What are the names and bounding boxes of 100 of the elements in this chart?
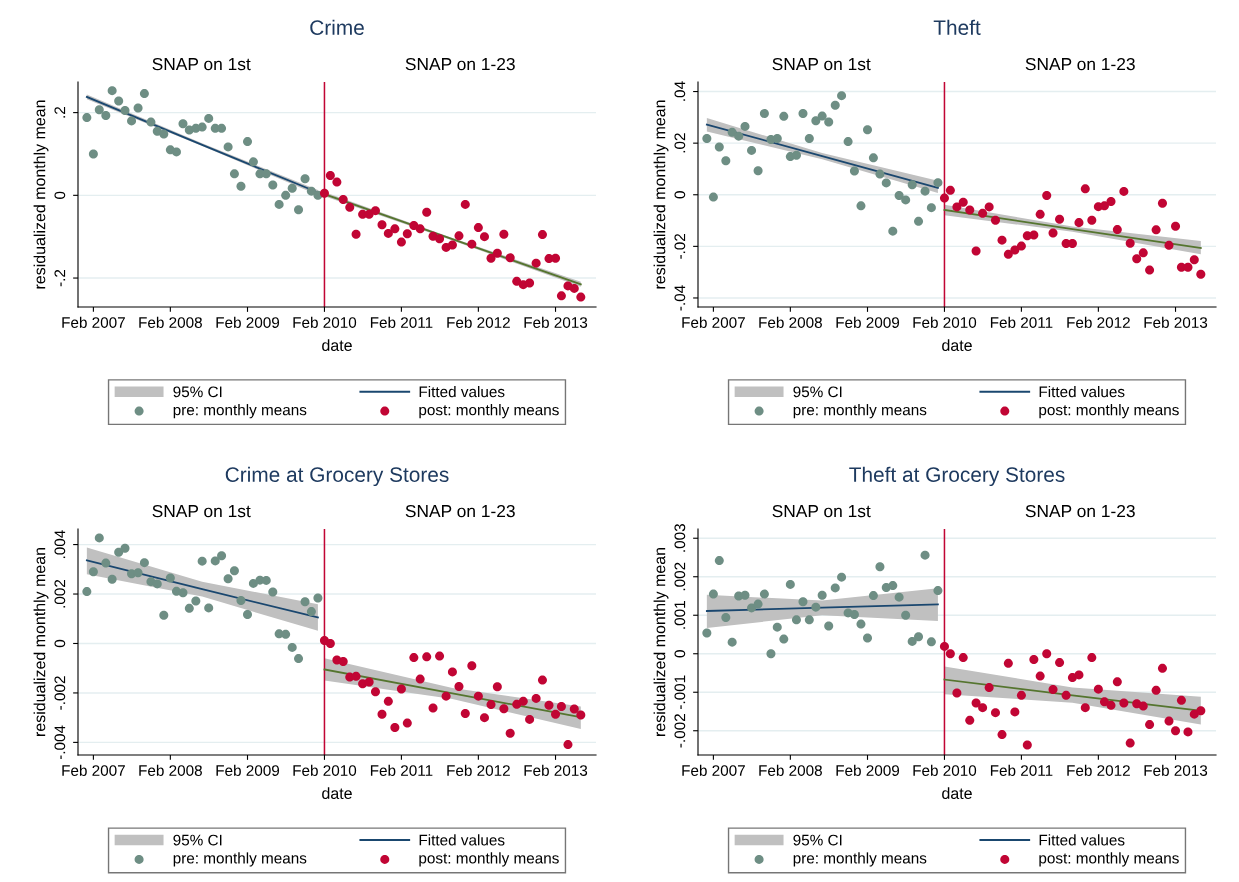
legend-label: pre: monthly means — [793, 852, 927, 867]
point — [383, 696, 393, 706]
point — [294, 654, 304, 664]
point — [1016, 241, 1026, 251]
x-tick-label: Feb 2008 — [759, 764, 822, 776]
chart-title: Theft — [933, 19, 981, 35]
point — [863, 633, 872, 643]
legend-label: Fitted values — [1039, 834, 1125, 846]
point — [868, 591, 878, 601]
point — [107, 574, 117, 584]
point — [1093, 684, 1103, 694]
point — [454, 231, 464, 241]
point — [817, 590, 827, 600]
point — [300, 597, 310, 607]
point — [702, 134, 712, 144]
point — [467, 661, 477, 671]
point — [422, 652, 432, 662]
point — [525, 278, 535, 288]
point — [88, 149, 98, 159]
point — [505, 253, 515, 263]
x-tick-label: Feb 2009 — [216, 316, 280, 328]
point — [907, 180, 917, 190]
point — [1138, 248, 1148, 258]
text: SNAP on 1st — [152, 57, 251, 71]
point — [1112, 225, 1122, 235]
point — [798, 597, 808, 607]
point — [759, 589, 769, 599]
point — [1176, 695, 1186, 705]
point — [236, 595, 246, 605]
point — [888, 226, 898, 236]
point — [1183, 262, 1193, 272]
y-tick-label: .02 — [674, 133, 686, 153]
x-tick-label: Feb 2010 — [293, 316, 357, 328]
text: SNAP on 1-23 — [405, 504, 515, 518]
point — [556, 702, 566, 712]
point — [473, 223, 483, 233]
point — [415, 674, 425, 684]
point — [435, 651, 445, 661]
point — [281, 629, 291, 639]
point — [1022, 740, 1032, 750]
point — [1171, 221, 1181, 231]
point — [223, 574, 233, 584]
y-tick-label: -.2 — [54, 269, 66, 287]
point — [772, 622, 782, 632]
point — [473, 691, 483, 701]
x-axis-title: date — [942, 339, 972, 352]
point — [1125, 238, 1135, 248]
y-tick-label: 0 — [674, 650, 686, 658]
point — [791, 615, 801, 625]
x-tick-label: Feb 2011 — [990, 316, 1053, 328]
point — [830, 583, 840, 593]
y-tick-label: -.04 — [674, 285, 686, 311]
point — [345, 202, 355, 212]
point — [294, 205, 304, 215]
point — [409, 653, 419, 663]
x-tick-label: Feb 2009 — [836, 316, 900, 328]
point — [702, 628, 712, 638]
x-tick-label: Feb 2013 — [524, 316, 588, 328]
point — [313, 593, 323, 603]
point — [1003, 249, 1013, 259]
point — [817, 111, 827, 121]
point — [479, 232, 489, 242]
point — [856, 201, 866, 211]
point — [165, 573, 175, 583]
x-tick-label: Feb 2010 — [913, 316, 977, 328]
point — [563, 740, 573, 750]
point — [1042, 649, 1052, 659]
point — [1080, 184, 1090, 194]
point — [422, 207, 432, 217]
point — [338, 194, 348, 204]
point — [551, 253, 561, 263]
text: SNAP on 1-23 — [1025, 504, 1135, 518]
point — [933, 586, 943, 596]
x-tick-label: Feb 2009 — [836, 764, 900, 776]
point — [1080, 703, 1090, 713]
point — [888, 581, 898, 591]
point — [824, 117, 834, 127]
x-tick-label: Feb 2007 — [682, 764, 745, 776]
point — [217, 551, 227, 561]
legend-label: post: monthly means — [419, 852, 559, 867]
y-axis-title: residualized monthly mean — [653, 100, 669, 289]
point — [383, 228, 393, 238]
point — [863, 125, 872, 135]
point — [920, 550, 930, 560]
x-tick-label: Feb 2011 — [990, 764, 1053, 776]
point — [727, 637, 737, 647]
text: SNAP on 1-23 — [1025, 57, 1135, 71]
point — [114, 96, 124, 106]
point — [82, 587, 92, 597]
point — [325, 170, 335, 180]
x-tick-label: Feb 2013 — [524, 764, 588, 776]
point — [837, 572, 847, 582]
point — [287, 183, 297, 193]
point — [965, 715, 975, 725]
point — [753, 599, 763, 609]
point — [268, 587, 278, 597]
point — [811, 116, 821, 126]
legend-label: Fitted values — [1039, 386, 1125, 398]
point — [531, 258, 541, 268]
point — [740, 121, 750, 131]
